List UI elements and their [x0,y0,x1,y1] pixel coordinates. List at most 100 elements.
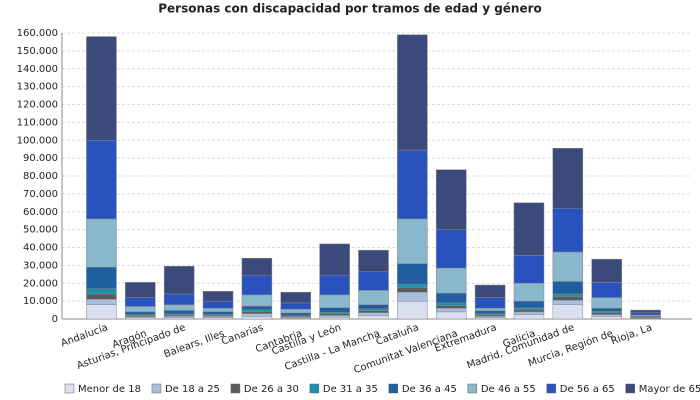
bar-segment [163,310,195,315]
bar-segment [241,316,273,320]
bar-segment [513,307,545,310]
bar-segment [86,293,117,300]
bar-segment [319,243,350,276]
bar-segment [552,293,584,297]
bar-segment [358,249,389,272]
y-tick-label: 30.000 [23,260,58,271]
bar-segment [513,311,545,315]
y-tick-label: 90.000 [23,153,58,164]
bar-segment [319,294,350,308]
bar-segment [241,305,273,310]
y-tick-label: 120.000 [17,100,58,111]
bar-segment [435,267,467,294]
bar-segment [397,263,428,285]
bar-segment [163,293,195,305]
bar-segment [630,309,661,313]
bar-segment [474,310,506,315]
bar-segment [397,287,428,293]
bar-segment [358,312,389,316]
y-tick-label: 40.000 [23,243,58,254]
bar-segment [163,304,195,311]
bar-segment [319,315,350,318]
legend-label: De 56 a 65 [560,384,615,395]
y-tick-label: 130.000 [17,82,58,93]
bar-segment [358,315,389,320]
bar-segment [86,218,117,268]
legend-swatch [309,383,320,394]
bar-segment [125,311,156,315]
bar-segment [591,282,622,298]
y-tick-label: 60.000 [23,207,58,218]
bar-segment [241,311,273,314]
bar-segment [435,229,467,269]
bar-segment [513,300,545,309]
y-tick-label: 80.000 [23,171,58,182]
y-tick-label: 140.000 [17,64,58,75]
y-tick-label: 0 [52,314,58,325]
legend-label: De 46 a 55 [481,384,536,395]
bar-segment [163,266,195,295]
bar-segment [319,307,350,313]
bar-segment [552,251,584,282]
bar-segment [435,311,467,320]
bar-segment [474,297,506,309]
legend-swatch [625,383,635,394]
bar-segment [591,297,622,309]
y-tick-label: 50.000 [23,225,58,236]
bar-segment [552,304,584,320]
bar-segment [435,169,467,230]
bar-segment [125,297,156,307]
bar-segment [513,202,545,256]
bar-segment [358,271,389,291]
bar-segment [86,266,117,289]
bar-segment [358,290,389,305]
bar-segment [241,309,273,312]
bar-segment [513,309,545,313]
bar-segment [280,308,312,314]
bar-segment [552,299,584,305]
legend-swatch [64,383,75,394]
bar-segment [202,308,234,312]
bar-segment [552,281,584,295]
y-tick-label: 70.000 [23,189,58,200]
bar-segment [358,304,389,310]
bar-segment [435,305,467,309]
y-tick-label: 160.000 [17,28,58,39]
bar-segment [591,258,622,283]
bar-segment [358,308,389,311]
legend-swatch [388,383,399,394]
legend-swatch [151,383,162,394]
bar-segment [474,308,506,312]
x-tick-label: Rioja, La [610,322,654,347]
legend-label: De 31 a 35 [323,384,378,395]
bar-segment [591,312,622,315]
bar-segment [591,316,622,320]
bar-segment [552,207,584,253]
bar-segment [397,300,428,320]
legend-label: Mayor de 65 [639,384,700,395]
y-tick-label: 100.000 [17,135,58,146]
chart-title: Personas con discapacidad por tramos de … [158,2,542,16]
bar-segment [630,312,661,316]
bar-segment [280,312,312,316]
bar-segment [435,292,467,304]
bar-segment [552,148,584,209]
bar-segment [474,284,506,298]
legend-label: De 18 a 25 [165,384,220,395]
legend-swatch [546,383,557,394]
legend-swatch [467,383,478,394]
legend-label: De 36 a 45 [402,384,457,395]
y-tick-label: 110.000 [17,117,58,128]
legend-label: Menor de 18 [78,384,141,395]
bar-segment [397,291,428,302]
y-tick-label: 150.000 [17,46,58,57]
bar-segment [86,304,117,320]
bar-segment [280,291,312,304]
bar-segment [591,314,622,317]
bar-segment [202,311,234,315]
bar-segment [241,313,273,317]
bar-segment [397,34,428,151]
bar-segment [319,316,350,320]
bar-segment [86,288,117,295]
